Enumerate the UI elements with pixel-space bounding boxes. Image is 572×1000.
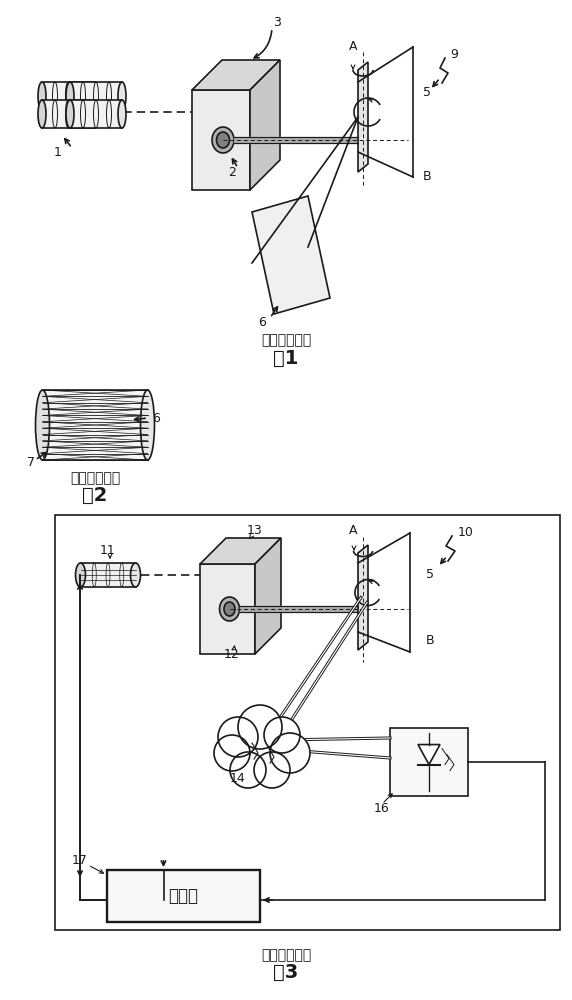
Text: 5: 5 <box>426 568 434 582</box>
Text: 1: 1 <box>54 146 62 159</box>
Text: 2: 2 <box>228 166 236 180</box>
Ellipse shape <box>66 82 74 110</box>
Ellipse shape <box>90 82 98 110</box>
Ellipse shape <box>66 100 74 128</box>
Text: 9: 9 <box>450 48 458 62</box>
Text: 5: 5 <box>423 86 431 99</box>
Bar <box>107 870 260 922</box>
Circle shape <box>218 717 258 757</box>
Text: B: B <box>423 170 432 184</box>
Polygon shape <box>358 62 368 172</box>
Text: 图2: 图2 <box>82 486 108 504</box>
Polygon shape <box>418 745 440 765</box>
Text: 图1: 图1 <box>273 349 299 367</box>
Ellipse shape <box>216 132 229 148</box>
Ellipse shape <box>35 390 50 460</box>
Polygon shape <box>200 538 281 564</box>
Bar <box>42 82 94 110</box>
Bar <box>42 390 148 460</box>
Ellipse shape <box>118 82 126 110</box>
Ellipse shape <box>90 100 98 128</box>
Ellipse shape <box>118 100 126 128</box>
Ellipse shape <box>38 82 46 110</box>
Text: 3: 3 <box>273 15 281 28</box>
Text: A: A <box>349 40 358 53</box>
Polygon shape <box>358 545 368 650</box>
Bar <box>70 100 122 128</box>
Polygon shape <box>192 60 280 90</box>
Text: B: B <box>426 634 435 647</box>
Ellipse shape <box>212 127 234 153</box>
Text: 11: 11 <box>100 544 116 556</box>
Text: A: A <box>349 524 358 538</box>
Polygon shape <box>192 90 250 190</box>
Circle shape <box>238 705 282 749</box>
Text: 图3: 图3 <box>273 962 299 982</box>
Circle shape <box>214 735 250 771</box>
Text: 6: 6 <box>258 316 266 328</box>
Bar <box>70 82 122 110</box>
Text: 16: 16 <box>374 802 390 814</box>
Ellipse shape <box>38 100 46 128</box>
Ellipse shape <box>220 597 240 621</box>
Text: 12: 12 <box>224 648 240 662</box>
Ellipse shape <box>141 390 154 460</box>
Circle shape <box>254 752 290 788</box>
Polygon shape <box>250 60 280 190</box>
Ellipse shape <box>76 563 85 587</box>
Polygon shape <box>255 538 281 654</box>
Bar <box>81 563 136 587</box>
Text: 6: 6 <box>152 412 160 424</box>
Circle shape <box>230 752 266 788</box>
Text: （现有技术）: （现有技术） <box>70 471 120 485</box>
Bar <box>42 100 94 128</box>
Polygon shape <box>252 196 330 314</box>
Text: （现有技术）: （现有技术） <box>261 948 311 962</box>
Text: 13: 13 <box>247 524 263 536</box>
Text: 10: 10 <box>458 526 474 538</box>
Text: 控制器: 控制器 <box>169 887 198 905</box>
Text: 7: 7 <box>27 456 35 470</box>
Polygon shape <box>200 564 255 654</box>
Text: 17: 17 <box>72 854 88 866</box>
Circle shape <box>270 733 310 773</box>
Ellipse shape <box>224 602 235 616</box>
Bar <box>390 728 468 796</box>
Text: 14: 14 <box>230 772 246 784</box>
Text: （现有技术）: （现有技术） <box>261 333 311 347</box>
Bar <box>55 515 560 930</box>
Ellipse shape <box>130 563 141 587</box>
Circle shape <box>264 717 300 753</box>
